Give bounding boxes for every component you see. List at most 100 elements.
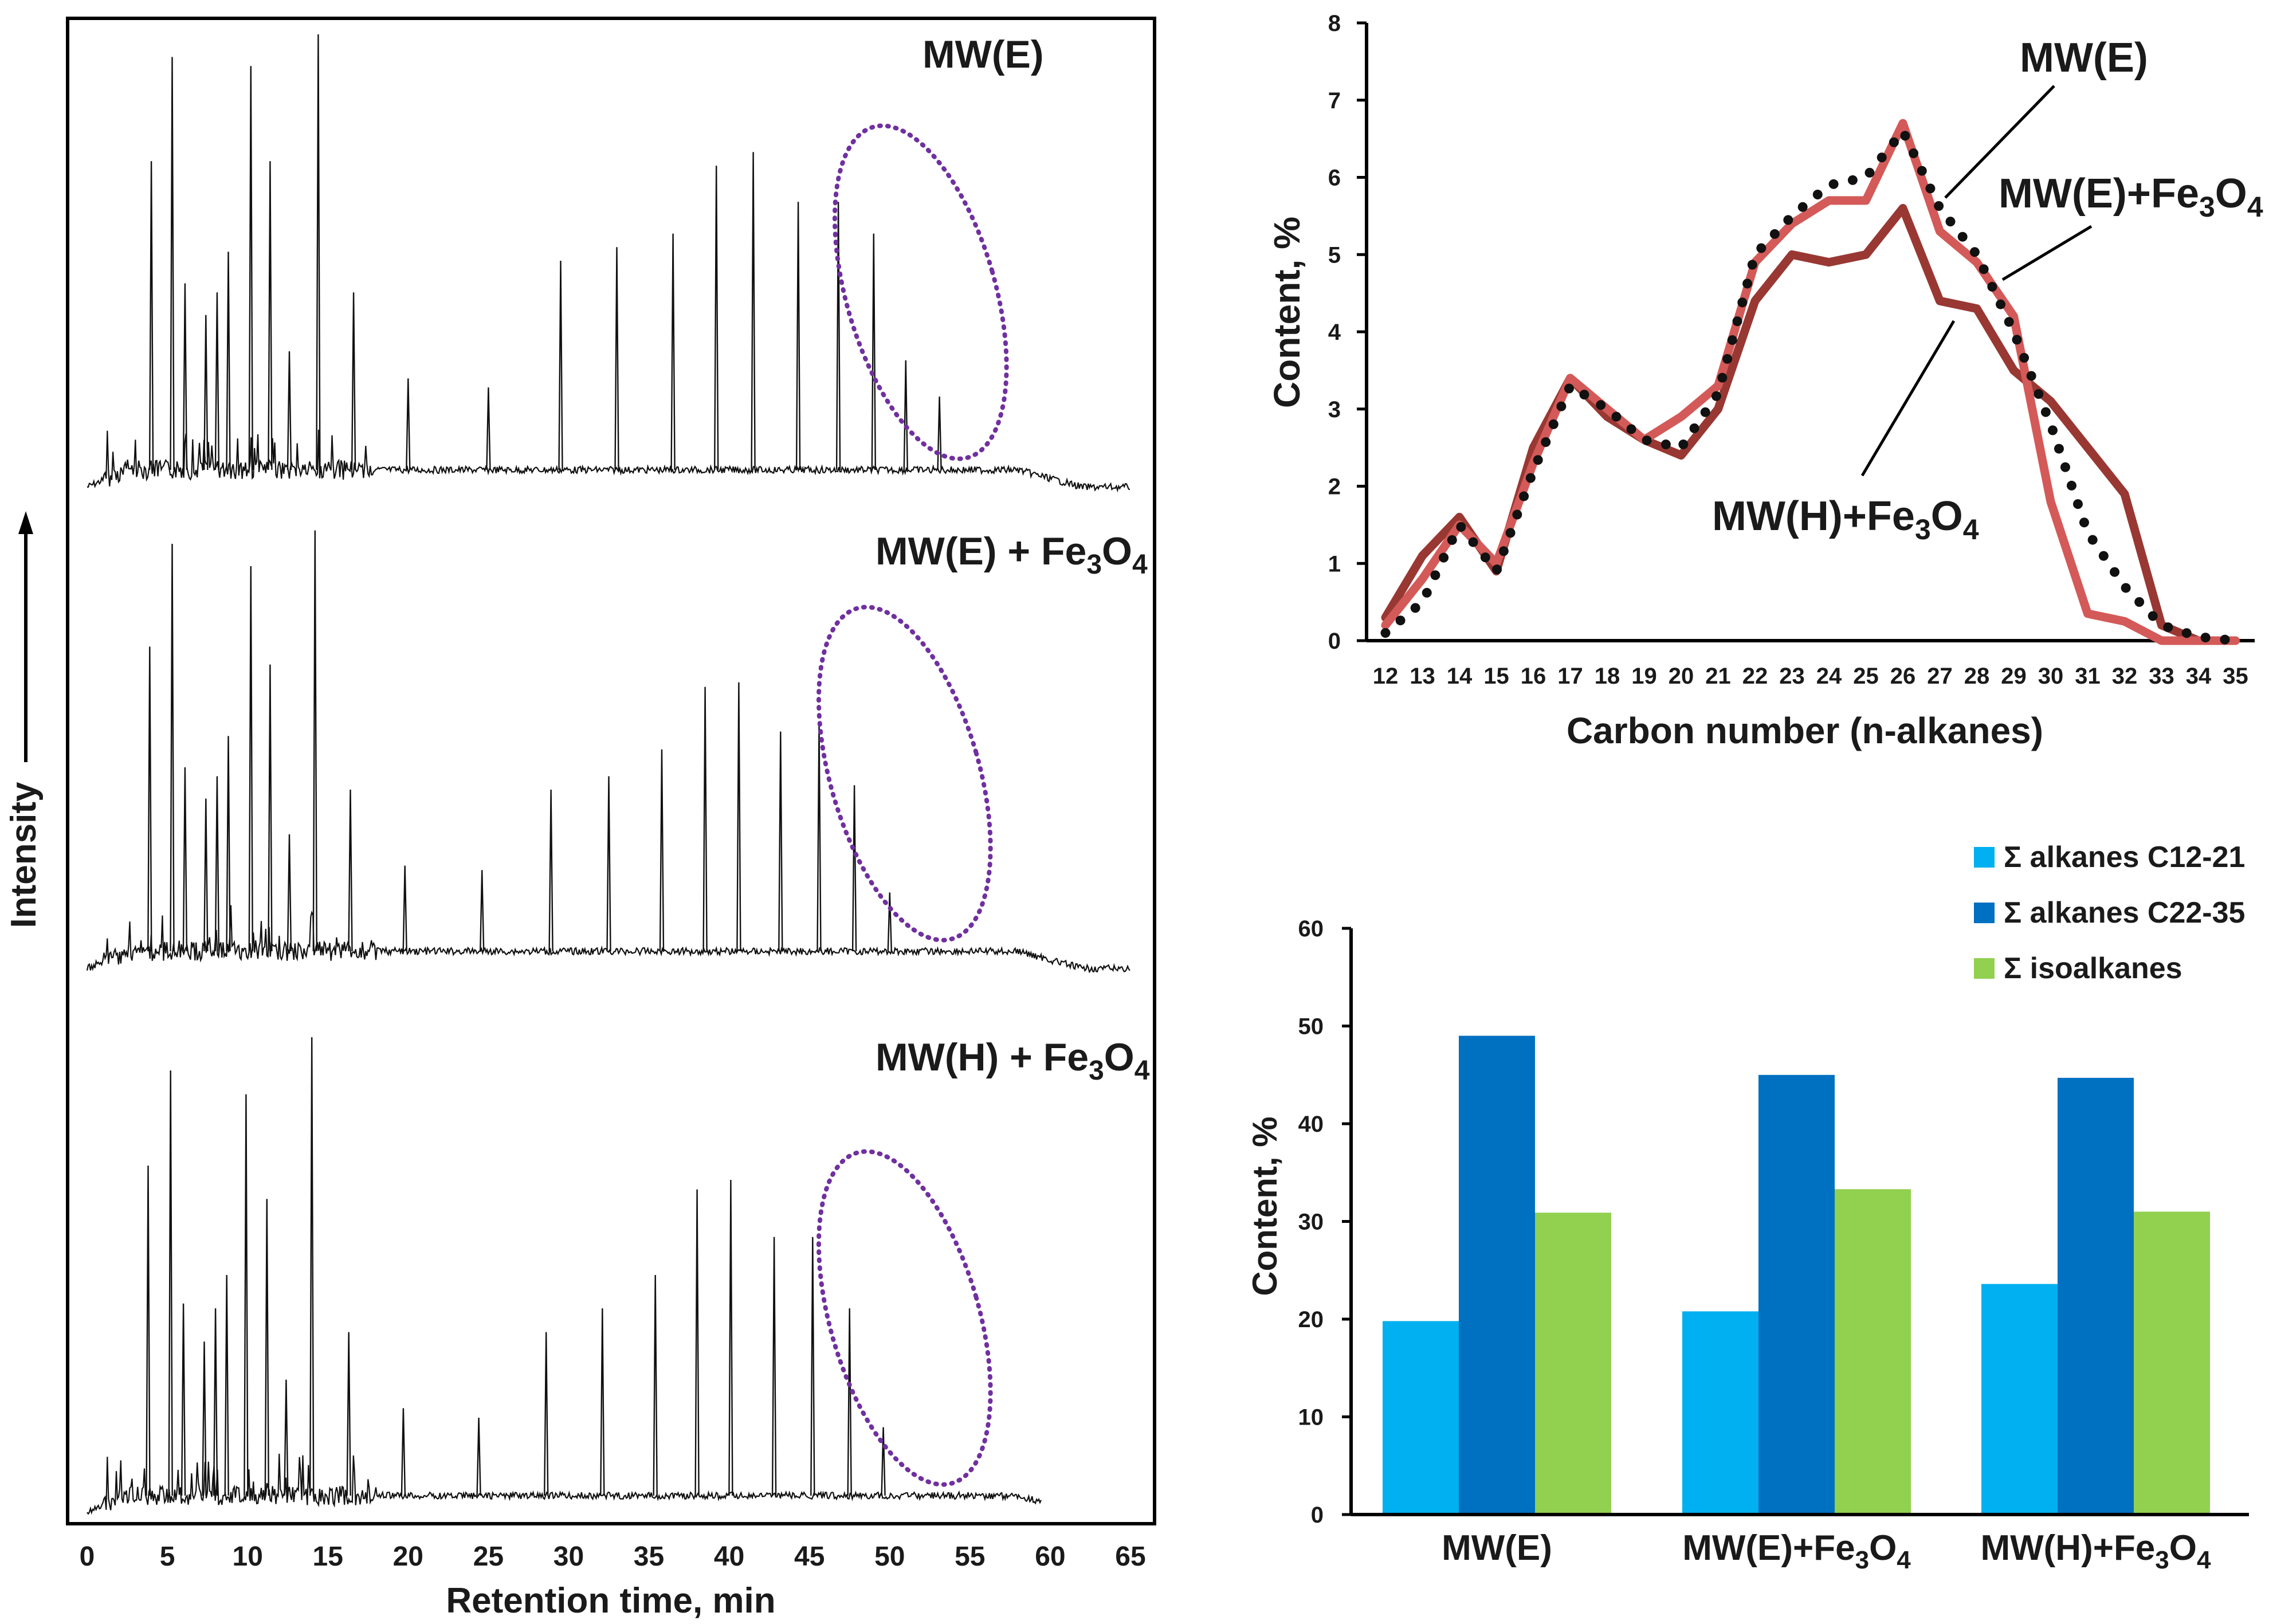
n-alkanes-y-ticks: 0 1 2 3 4 5 6 7 8 — [1328, 11, 1367, 654]
chromatogram-peak — [348, 789, 353, 952]
bar-c22-35 — [1758, 1074, 1835, 1515]
bar-c12-21 — [1682, 1311, 1758, 1515]
chromatogram-peak — [558, 260, 563, 470]
chromatogram-peak — [402, 865, 407, 952]
chromatogram-peak — [202, 1341, 207, 1496]
chromatogram-peak — [203, 315, 209, 470]
chromatogram-x-tick-label: 50 — [874, 1541, 905, 1572]
bar-series — [1383, 1035, 2210, 1515]
bar-c22-35 — [1459, 1035, 1535, 1515]
chromatogram-peak — [937, 396, 942, 470]
chromatogram-peak — [736, 682, 741, 952]
chromatogram-peak — [702, 687, 708, 952]
bar-legend: Σ alkanes C12-21 Σ alkanes C22-35 Σ isoa… — [1974, 841, 2245, 985]
chromatogram-x-ticks: 0 5 10 15 20 25 30 35 40 45 50 55 60 65 — [80, 1541, 1146, 1572]
callout-line-mwh-fe3o4 — [1860, 320, 1956, 477]
bar-category-label: MW(E) — [1442, 1528, 1552, 1568]
n-alkanes-x-tick-label: 26 — [1890, 664, 1916, 689]
chromatogram-peak — [486, 387, 491, 470]
highlight-ellipse — [816, 605, 993, 943]
chromatogram-traces — [86, 34, 1130, 1515]
chromatogram-peak — [847, 1308, 852, 1496]
chromatogram-peak — [659, 749, 665, 952]
n-alkanes-y-tick-label: 3 — [1328, 397, 1341, 422]
legend-swatch-c12-21 — [1974, 847, 1995, 868]
chromatogram-peak — [148, 161, 154, 470]
n-alkanes-series — [1380, 119, 2240, 646]
chromatogram-peak — [614, 247, 619, 470]
n-alkanes-x-tick-label: 19 — [1631, 664, 1657, 689]
bar-c22-35 — [2058, 1077, 2134, 1515]
chromatogram-peak — [544, 1332, 549, 1496]
n-alkanes-x-tick-label: 17 — [1557, 664, 1583, 689]
chromatogram-peak — [903, 360, 908, 470]
chromatogram-peak — [268, 161, 273, 470]
chromatogram-peak — [401, 1408, 406, 1496]
n-alkanes-y-tick-label: 1 — [1328, 551, 1341, 576]
n-alkanes-x-tick-label: 22 — [1742, 664, 1768, 689]
n-alkanes-x-tick-label: 25 — [1853, 664, 1879, 689]
chromatogram-peak — [286, 834, 292, 952]
n-alkanes-x-tick-label: 12 — [1373, 664, 1399, 689]
bar-category-label: MW(H)+Fe3O4 — [1981, 1528, 2212, 1574]
callout-line-mwe — [1944, 85, 2055, 199]
chromatogram-peak — [835, 202, 841, 470]
callout-label-mwe: MW(E) — [2020, 35, 2148, 81]
bar-y-axis-title: Content, % — [1246, 1116, 1284, 1296]
chromatogram-peak — [284, 1379, 289, 1496]
n-alkanes-y-tick-label: 5 — [1328, 242, 1341, 268]
callout-line-mwe-fe3o4 — [2001, 225, 2093, 281]
chromatogram-baseline — [87, 1453, 1042, 1515]
chromatogram-frame — [66, 17, 1156, 1525]
chromatogram-peak — [182, 283, 188, 470]
chromatogram-peak — [316, 34, 321, 470]
chromatogram-peak — [887, 892, 892, 952]
chromatogram-peak — [147, 646, 152, 952]
n-alkanes-x-tick-label: 24 — [1816, 664, 1842, 689]
chromatogram-peak — [203, 798, 209, 952]
chromatogram-peak — [351, 292, 356, 470]
chromatogram-x-tick-label: 65 — [1115, 1541, 1145, 1572]
chromatogram-peak — [476, 1417, 481, 1496]
chromatogram-peak — [606, 776, 611, 952]
series-line-mwh-fe3o4 — [1381, 203, 2240, 645]
n-alkanes-x-tick-label: 28 — [1964, 664, 1990, 689]
chromatogram-peak — [810, 1237, 815, 1496]
intensity-arrow-head — [18, 511, 33, 534]
chromatogram-baseline — [87, 429, 1130, 493]
chromatogram-x-tick-label: 40 — [714, 1541, 744, 1572]
trace-label-mwh-fe3o4: MW(H) + Fe3O4 — [876, 1035, 1150, 1086]
chromatogram-peak — [214, 292, 220, 470]
bar-y-tick-label: 0 — [1311, 1503, 1324, 1528]
chromatogram-peak — [694, 1189, 700, 1496]
bar-y-tick-label: 50 — [1298, 1014, 1324, 1039]
n-alkanes-x-tick-label: 18 — [1595, 664, 1620, 689]
n-alkanes-x-tick-label: 31 — [2075, 664, 2101, 689]
chromatogram-peak — [170, 57, 175, 470]
chromatogram-peak — [871, 233, 876, 470]
n-alkanes-x-tick-label: 20 — [1669, 664, 1694, 689]
chromatogram-x-tick-label: 55 — [955, 1541, 985, 1572]
bar-y-tick-label: 60 — [1298, 916, 1324, 942]
n-alkanes-x-tick-label: 32 — [2112, 664, 2138, 689]
n-alkanes-x-tick-label: 30 — [2038, 664, 2064, 689]
chromatogram-peak — [168, 1070, 173, 1496]
chromatogram-peak — [881, 1427, 886, 1496]
chromatogram-peak — [248, 66, 253, 470]
chromatogram-peak — [670, 233, 676, 470]
chromatogram-peak — [406, 378, 411, 470]
chromatogram-peak — [548, 789, 553, 952]
chromatogram-peak — [751, 152, 756, 470]
callout-label-mwh-fe3o4: MW(H)+Fe3O4 — [1712, 493, 1979, 546]
chromatogram-peak — [146, 1166, 151, 1496]
chromatogram-peak — [226, 736, 231, 952]
intensity-axis-title: Intensity — [4, 511, 44, 928]
chromatogram-peak — [309, 1037, 315, 1496]
chromatogram-peak — [346, 1332, 351, 1496]
chromatogram-peak — [816, 722, 822, 952]
chromatogram-peak — [170, 543, 175, 952]
chromatogram-x-tick-label: 25 — [473, 1541, 504, 1572]
chromatogram-x-tick-label: 30 — [553, 1541, 584, 1572]
